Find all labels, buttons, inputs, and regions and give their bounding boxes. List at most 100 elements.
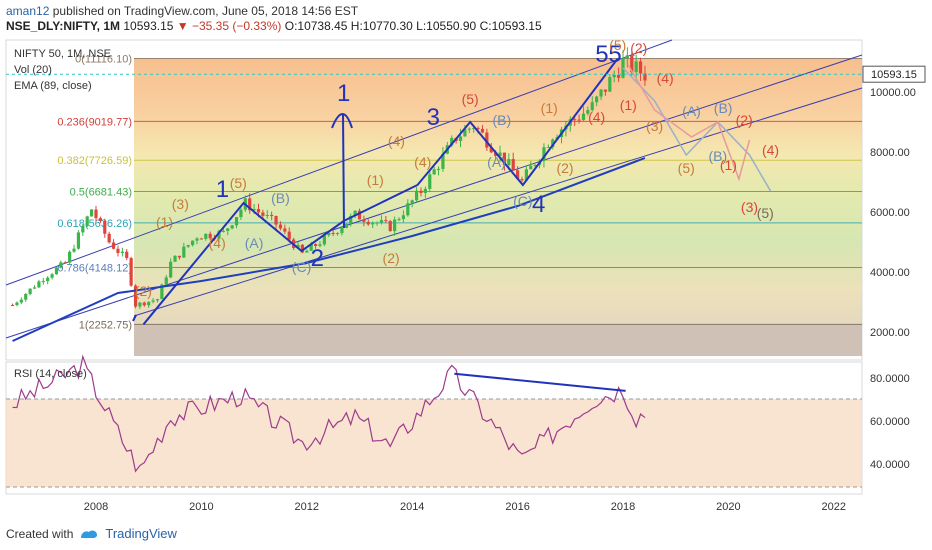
candle-body	[472, 128, 476, 130]
candle-body	[533, 164, 537, 166]
candle-body	[480, 128, 485, 133]
price-pane	[5, 39, 863, 361]
wave-label-minor: (B)	[492, 112, 511, 128]
wave-label-minor: (1)	[620, 97, 637, 113]
wave-label-minor: (4)	[414, 154, 431, 170]
candle-body	[111, 242, 116, 249]
time-tick-label: 2022	[822, 501, 846, 513]
candle-body	[305, 250, 309, 253]
candle-body	[349, 215, 353, 224]
legend-rsi: RSI (14, close)	[14, 368, 87, 380]
candle-body	[296, 244, 300, 248]
candle-body	[546, 147, 550, 149]
candle-body	[445, 145, 449, 154]
price-tick-label: 8000.00	[870, 147, 910, 159]
candle-body	[50, 274, 54, 278]
wave-label-primary: 1	[337, 80, 350, 107]
candle-body	[617, 74, 621, 78]
rsi-line	[12, 354, 646, 473]
candle-body	[10, 305, 15, 306]
candle-body	[265, 215, 269, 217]
wave-label-minor: (2)	[736, 112, 753, 128]
candle-body	[586, 110, 590, 114]
candle-body	[155, 299, 160, 301]
candle-body	[555, 137, 559, 140]
candle-body	[428, 174, 432, 189]
price-tick-label: 2000.00	[870, 327, 910, 339]
candle-body	[362, 219, 366, 222]
candle-body	[54, 267, 59, 275]
candle-body	[621, 58, 625, 78]
candle-body	[441, 153, 445, 169]
wave-label-minor: (3)	[646, 118, 663, 134]
candle-body	[160, 284, 164, 300]
candle-body	[125, 251, 129, 259]
wave-label-primary: 2	[311, 245, 324, 272]
candle-body	[573, 119, 577, 121]
wave-label-minor: (B)	[271, 190, 290, 206]
wave-label-minor: (A)	[682, 103, 701, 119]
candle-body	[502, 152, 507, 166]
candle-body	[559, 129, 564, 138]
rsi-divergence-line	[454, 372, 626, 392]
candle-body	[494, 152, 498, 156]
wave-label-minor: (5)	[609, 37, 626, 53]
candle-body	[107, 233, 111, 243]
candle-body	[608, 77, 612, 92]
fib-label: 0.786(4148.12)	[57, 263, 132, 275]
candle-body	[239, 209, 243, 218]
candle-body	[199, 238, 203, 240]
candle-body	[476, 128, 480, 130]
candle-body	[230, 225, 234, 229]
candle-body	[564, 125, 568, 130]
publish-line: published on TradingView.com, June 05, 2…	[52, 4, 359, 18]
candle-body	[94, 209, 98, 219]
wave-label-primary: 3	[427, 104, 440, 131]
candle-body	[41, 281, 45, 283]
wave-label-minor: (1)	[367, 172, 384, 188]
candle-body	[603, 89, 608, 92]
candle-body	[129, 258, 133, 286]
candle-body	[423, 188, 427, 193]
candle-body	[485, 132, 489, 148]
footer: Created with TradingView	[6, 526, 177, 541]
wave-label-minor: (3)	[172, 196, 189, 212]
projection-path-a	[622, 67, 772, 192]
wave-label-minor: (1)	[720, 157, 737, 173]
wave-label-minor: (2)	[135, 283, 152, 299]
time-tick-label: 2018	[611, 501, 635, 513]
change-value: ▼ −35.35 (−0.33%)	[176, 19, 282, 33]
candle-body	[322, 235, 326, 245]
candle-body	[344, 223, 348, 228]
price-tick-label: 4000.00	[870, 267, 910, 279]
candle-body	[19, 299, 23, 303]
candle-body	[261, 212, 265, 216]
projection-path-b	[627, 64, 751, 182]
fib-label: 0.382(7726.59)	[57, 155, 132, 167]
candle-body	[292, 239, 296, 248]
candle-body	[401, 215, 406, 220]
wave-label-minor: (B)	[714, 100, 733, 116]
candle-body	[432, 169, 436, 175]
publish-info: aman12 published on TradingView.com, Jun…	[6, 4, 358, 18]
wave-label-minor: (C)	[513, 193, 532, 209]
created-with-label: Created with	[6, 526, 74, 541]
wave-label-minor: (C)	[292, 259, 311, 275]
candle-body	[186, 245, 190, 247]
price-tick-label: 6000.00	[870, 207, 910, 219]
candle-body	[133, 285, 138, 307]
author-name[interactable]: aman12	[6, 4, 50, 18]
candle-body	[595, 96, 599, 103]
wave-label-minor: (A)	[487, 154, 506, 170]
wave-label-minor: (A)	[245, 235, 264, 251]
wave-labels: 1 2 3 4 5 5 1 (2) (1) (3) (4) (5) (A) (B) (C) (1) (2) (4)…	[135, 37, 779, 299]
tradingview-link[interactable]: TradingView	[105, 526, 177, 541]
wave-label-minor: (4)	[209, 235, 226, 251]
wave-label-minor: (4)	[588, 109, 605, 125]
rsi-axis: 40.0000 60.0000 80.0000	[870, 373, 910, 471]
candle-body	[577, 119, 581, 121]
candle-body	[15, 302, 19, 306]
candle-body	[283, 228, 287, 232]
candle-body	[375, 222, 379, 224]
